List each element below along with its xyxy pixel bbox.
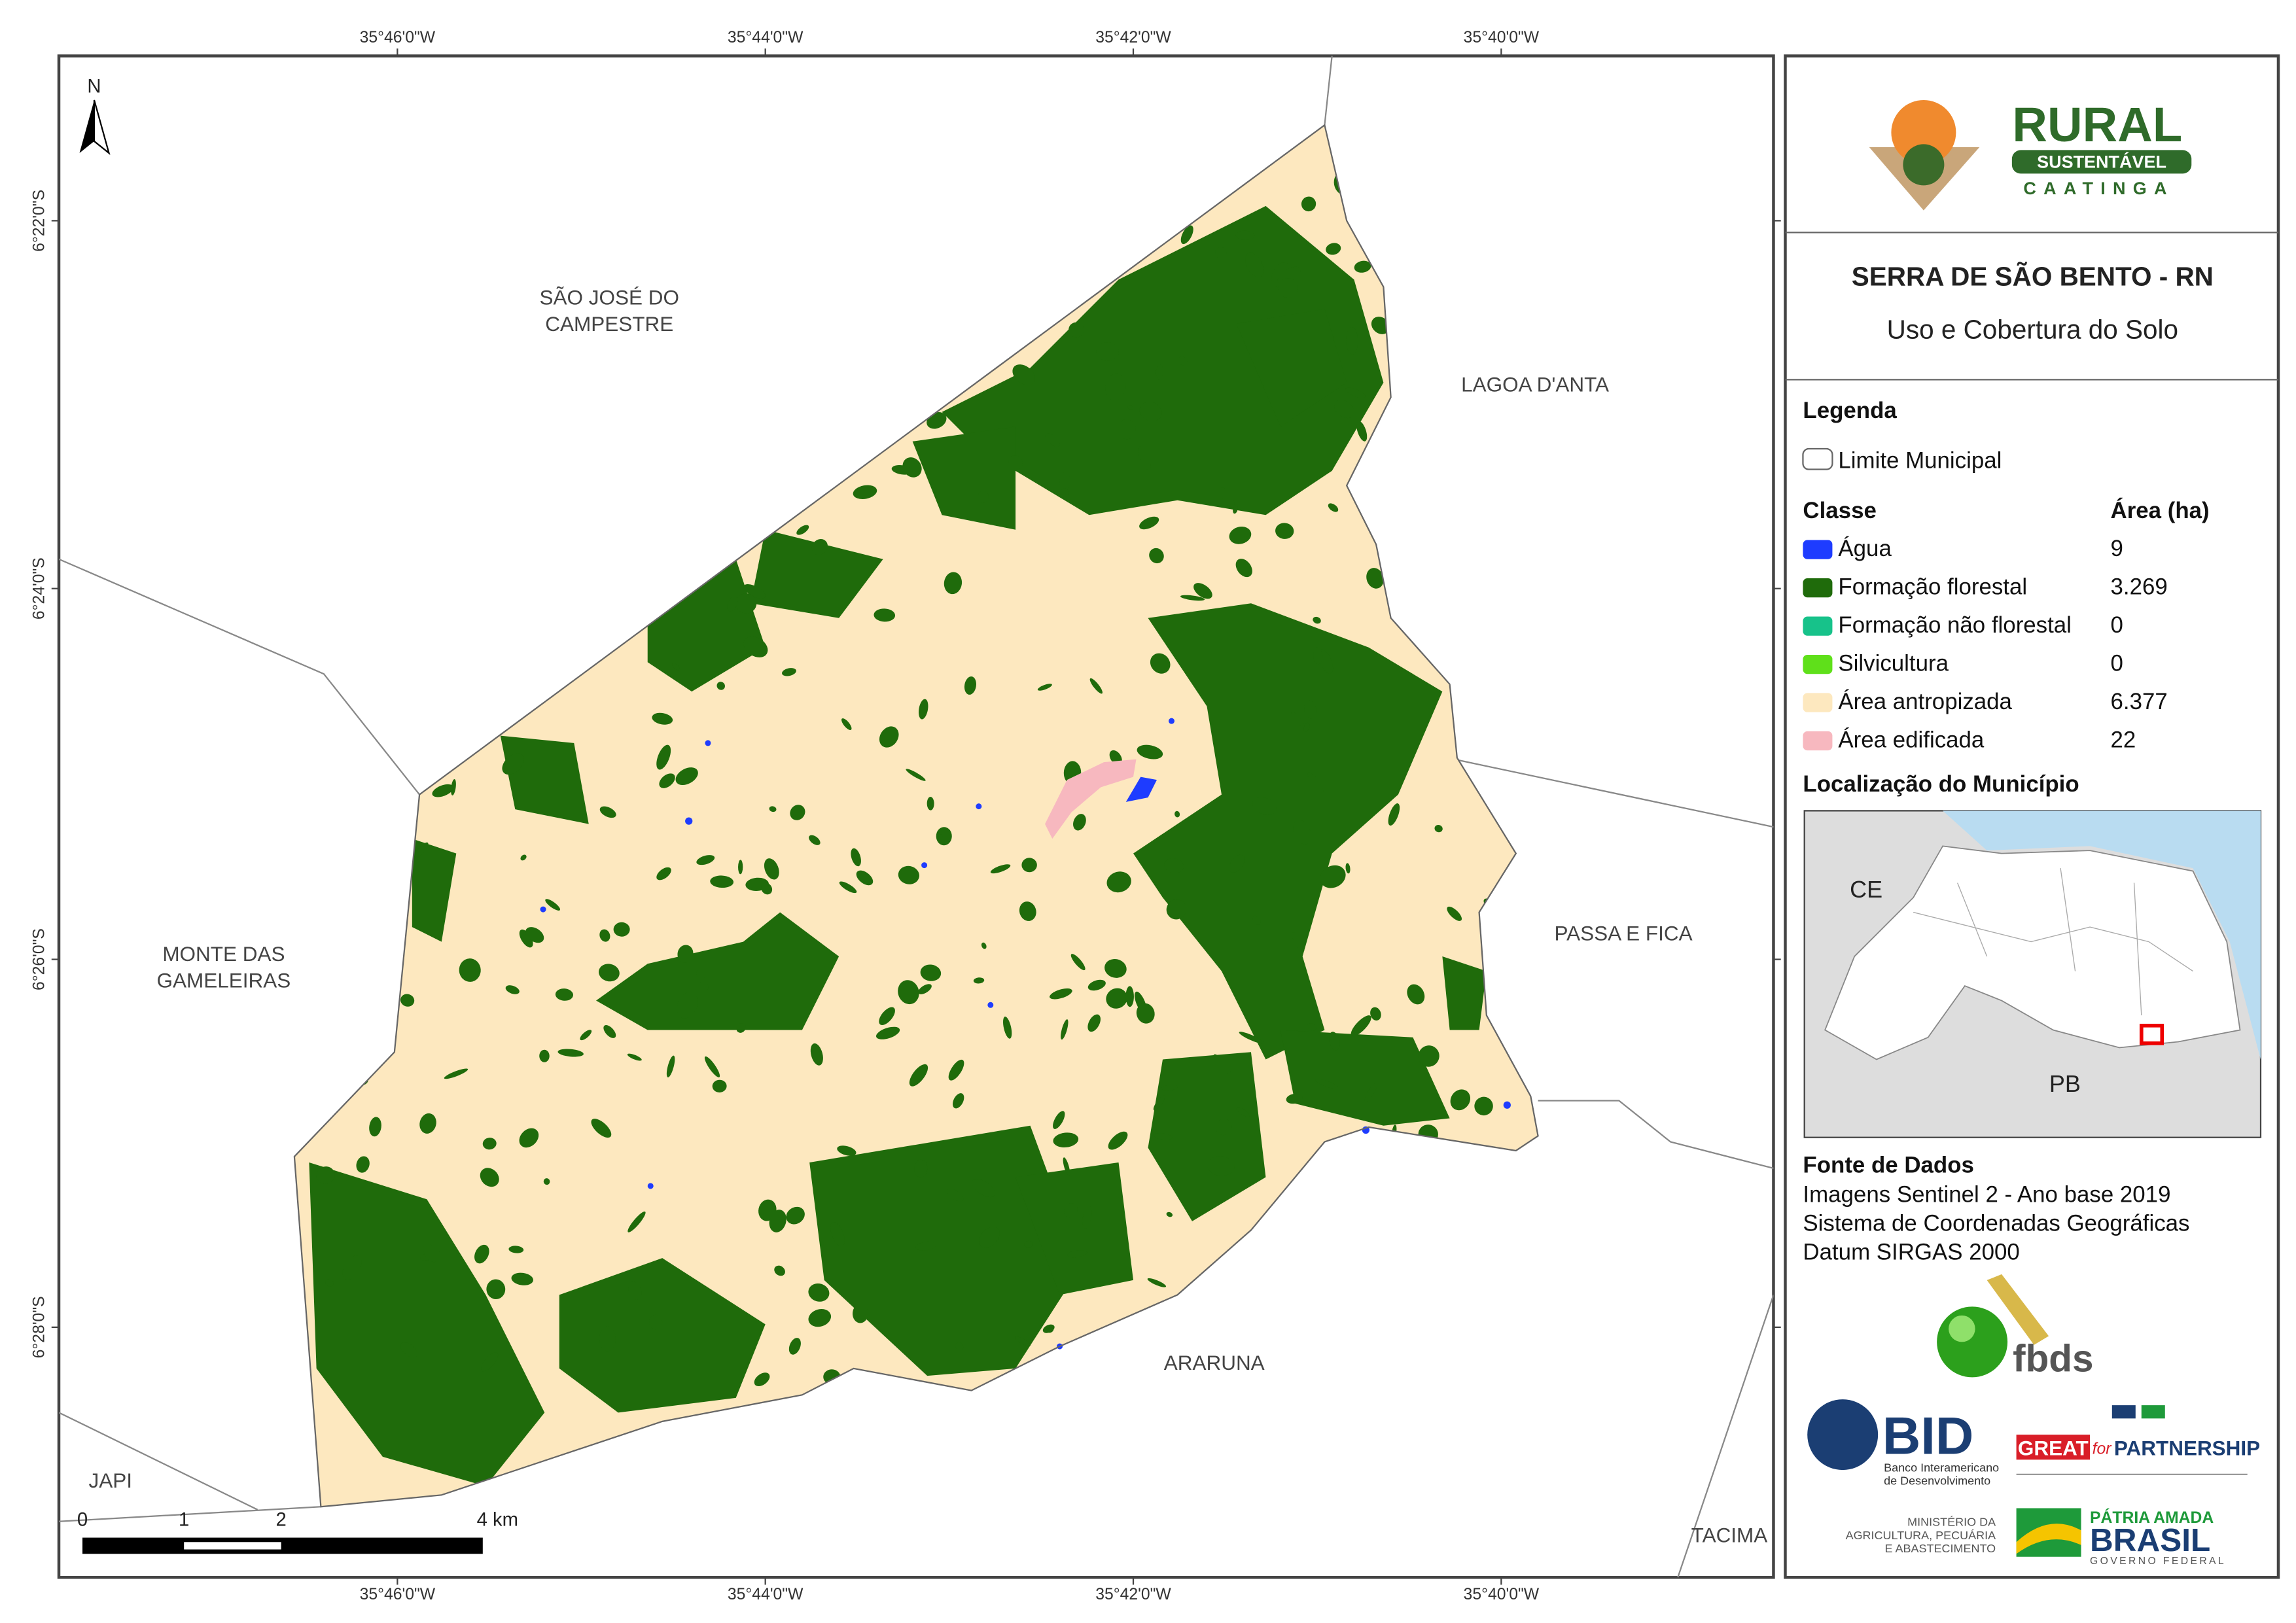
y-coord-label: 6°22'0"S <box>31 190 48 252</box>
x-coord-label: 35°44'0"W <box>728 29 804 46</box>
forest-cover <box>294 125 1537 1506</box>
x-coord-label: 35°42'0"W <box>1095 1586 1171 1603</box>
source-line: Imagens Sentinel 2 - Ano base 2019 <box>1803 1182 2170 1208</box>
fbds-logo: fbds <box>1937 1274 2094 1380</box>
logo-text: fbds <box>2013 1337 2093 1380</box>
municipal-boundary <box>293 124 1539 1508</box>
logo-text: GREAT <box>2018 1437 2089 1460</box>
north-arrow: N <box>79 77 111 155</box>
logo-text: PARTNERSHIP <box>2114 1437 2260 1460</box>
legend-area: 0 <box>2111 651 2123 676</box>
logo-text: BRASIL <box>2090 1522 2210 1558</box>
logo-text: RURAL <box>2012 97 2182 152</box>
class-header: Classe <box>1803 498 1876 523</box>
legend-swatch <box>1803 616 1833 636</box>
logo-text: E ABASTECIMENTO <box>1885 1542 1996 1555</box>
scale-label: 4 km <box>477 1510 518 1531</box>
x-coord-label: 35°44'0"W <box>728 1586 804 1603</box>
legend-area: 22 <box>2111 727 2136 753</box>
legend-classes: Água 9 Formação florestal 3.269 Formação não… <box>1803 536 2168 753</box>
graticule-labels: 35°46'0"W 35°46'0"W 35°44'0"W 35°44'0"W 35°4… <box>31 29 1781 1603</box>
place-label: PASSA E FICA <box>1554 921 1692 945</box>
logo-text: de Desenvolvimento <box>1884 1475 1990 1488</box>
logo-text: PÁTRIA AMADA <box>2090 1509 2214 1527</box>
logo-text: MINISTÉRIO DA <box>1907 1516 1996 1529</box>
logo-text: Banco Interamericano <box>1884 1461 1999 1474</box>
scale-label: 1 <box>179 1510 189 1531</box>
scale-label: 0 <box>77 1510 88 1531</box>
place-label: CAMPESTRE <box>545 312 673 336</box>
legend-label: Limite Municipal <box>1838 447 2002 473</box>
x-coord-label: 35°46'0"W <box>360 29 436 46</box>
neighbor-boundaries <box>59 56 1774 1578</box>
scale-label: 2 <box>276 1510 287 1531</box>
rural-logo: RURAL SUSTENTÁVEL CAATINGA <box>1869 97 2192 211</box>
place-label: ARARUNA <box>1164 1351 1265 1374</box>
y-coord-label: 6°26'0"S <box>31 928 48 990</box>
legend-area: 6.377 <box>2111 689 2168 714</box>
source-lines: Imagens Sentinel 2 - Ano base 2019 Sistem… <box>1803 1182 2189 1265</box>
legend-label: Formação florestal <box>1838 574 2027 600</box>
legend-label: Área edificada <box>1838 727 1984 753</box>
logo-text: SUSTENTÁVEL <box>2037 151 2166 171</box>
boundary-swatch <box>1802 447 1833 470</box>
ministry-logo: MINISTÉRIO DA AGRICULTURA, PECUÁRIA E AB… <box>1846 1508 2226 1567</box>
legend-label: Área antropizada <box>1838 689 2012 714</box>
logo-text: CAATINGA <box>2023 179 2174 198</box>
legend-area: 0 <box>2111 612 2123 638</box>
x-coord-label: 35°40'0"W <box>1464 29 1540 46</box>
bid-logo: BID Banco Interamericano de Desenvolvime… <box>1807 1399 1999 1488</box>
place-label: LAGOA D'ANTA <box>1461 372 1609 396</box>
legend-heading: Legenda <box>1803 398 1897 423</box>
north-label: N <box>87 77 101 97</box>
place-label: JAPI <box>88 1469 132 1492</box>
legend-area: 9 <box>2111 536 2123 561</box>
inset-map: CE PB <box>1803 810 2262 1138</box>
inset-label: CE <box>1850 876 1882 903</box>
place-label: GAMELEIRAS <box>157 968 291 992</box>
y-coord-label: 6°28'0"S <box>31 1296 48 1358</box>
subtitle: Uso e Cobertura do Solo <box>1887 314 2178 344</box>
logo-text: for <box>2093 1440 2113 1457</box>
x-coord-label: 35°40'0"W <box>1464 1586 1540 1603</box>
logo-text: AGRICULTURA, PECUÁRIA <box>1846 1529 1996 1542</box>
place-label: TACIMA <box>1691 1523 1768 1546</box>
place-labels: SÃO JOSÉ DO CAMPESTRE LAGOA D'ANTA MONTE DA… <box>88 286 1767 1547</box>
logo-text: BID <box>1882 1406 1973 1465</box>
location-heading: Localização do Município <box>1803 771 2079 797</box>
place-label: SÃO JOSÉ DO <box>540 286 679 309</box>
legend-label: Silvicultura <box>1838 651 1949 676</box>
legend-swatch <box>1803 693 1833 712</box>
inset-label: PB <box>2049 1070 2081 1097</box>
legend-swatch <box>1803 731 1833 751</box>
logo-text: GOVERNO FEDERAL <box>2090 1556 2226 1567</box>
x-coord-label: 35°46'0"W <box>360 1586 436 1603</box>
legend-swatch <box>1803 540 1833 559</box>
source-heading: Fonte de Dados <box>1803 1153 1973 1178</box>
place-label: MONTE DAS <box>162 942 285 966</box>
legend-label: Formação não florestal <box>1838 612 2072 638</box>
source-line: Sistema de Coordenadas Geográficas <box>1803 1211 2189 1236</box>
legend-swatch <box>1803 578 1833 598</box>
area-header: Área (ha) <box>2111 497 2210 523</box>
title: SERRA DE SÃO BENTO - RN <box>1852 261 2214 291</box>
built-area <box>1045 759 1137 839</box>
legend-swatch <box>1803 654 1833 674</box>
great-logo: GREAT for PARTNERSHIP <box>2016 1405 2260 1475</box>
y-coord-label: 6°24'0"S <box>31 557 48 620</box>
legend-area: 3.269 <box>2111 574 2168 600</box>
x-coord-label: 35°42'0"W <box>1095 29 1171 46</box>
legend-label: Água <box>1838 536 1892 561</box>
scale-bar: 0 1 2 4 km <box>77 1510 518 1554</box>
source-line: Datum SIRGAS 2000 <box>1803 1239 2019 1265</box>
